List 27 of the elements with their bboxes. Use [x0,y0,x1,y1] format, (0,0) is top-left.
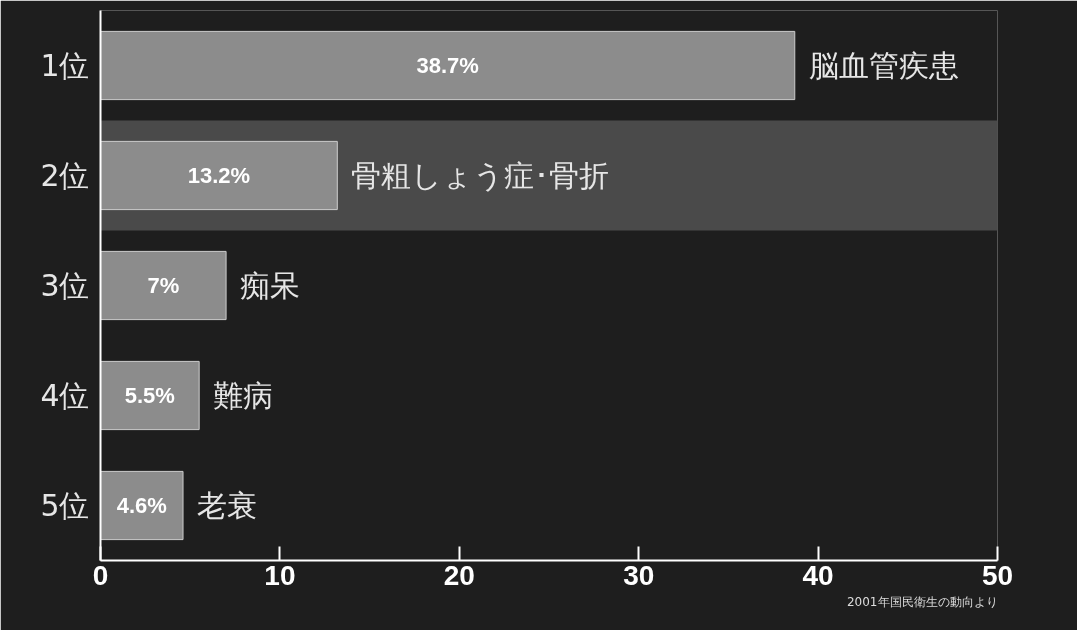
text: 2001年国民衛生の動向より [846,594,998,609]
x-tick-label: 40 [802,559,834,591]
annotation: 老衰 [197,488,258,523]
bar [100,470,184,541]
bar [100,250,227,321]
annotation: 痴呆 [240,268,301,303]
y-tick-label: 4位 [40,378,90,413]
data-label: 38.7% [416,53,479,78]
y-tick-label: 1位 [40,48,90,83]
x-tick-label: 10 [264,559,296,591]
bar [100,140,338,211]
x-tick-label: 30 [623,559,655,591]
y-tick-label: 2位 [40,158,90,193]
data-label: 13.2% [187,163,251,188]
annotation: 骨粗しょう症･骨折 [351,158,610,193]
x-tick-label: 20 [443,559,475,591]
x-tick-label: 0 [92,559,109,591]
bar [100,30,796,101]
data-label: 7% [147,273,180,298]
annotation: 難病 [213,378,274,413]
y-tick-label: 5位 [40,488,90,523]
data-label: 4.6% [116,493,167,518]
bar [100,360,200,431]
data-label: 5.5% [124,383,175,408]
annotation: 脳血管疾患 [808,48,959,83]
y-tick-label: 3位 [40,268,90,303]
x-tick-label: 50 [981,559,1014,591]
